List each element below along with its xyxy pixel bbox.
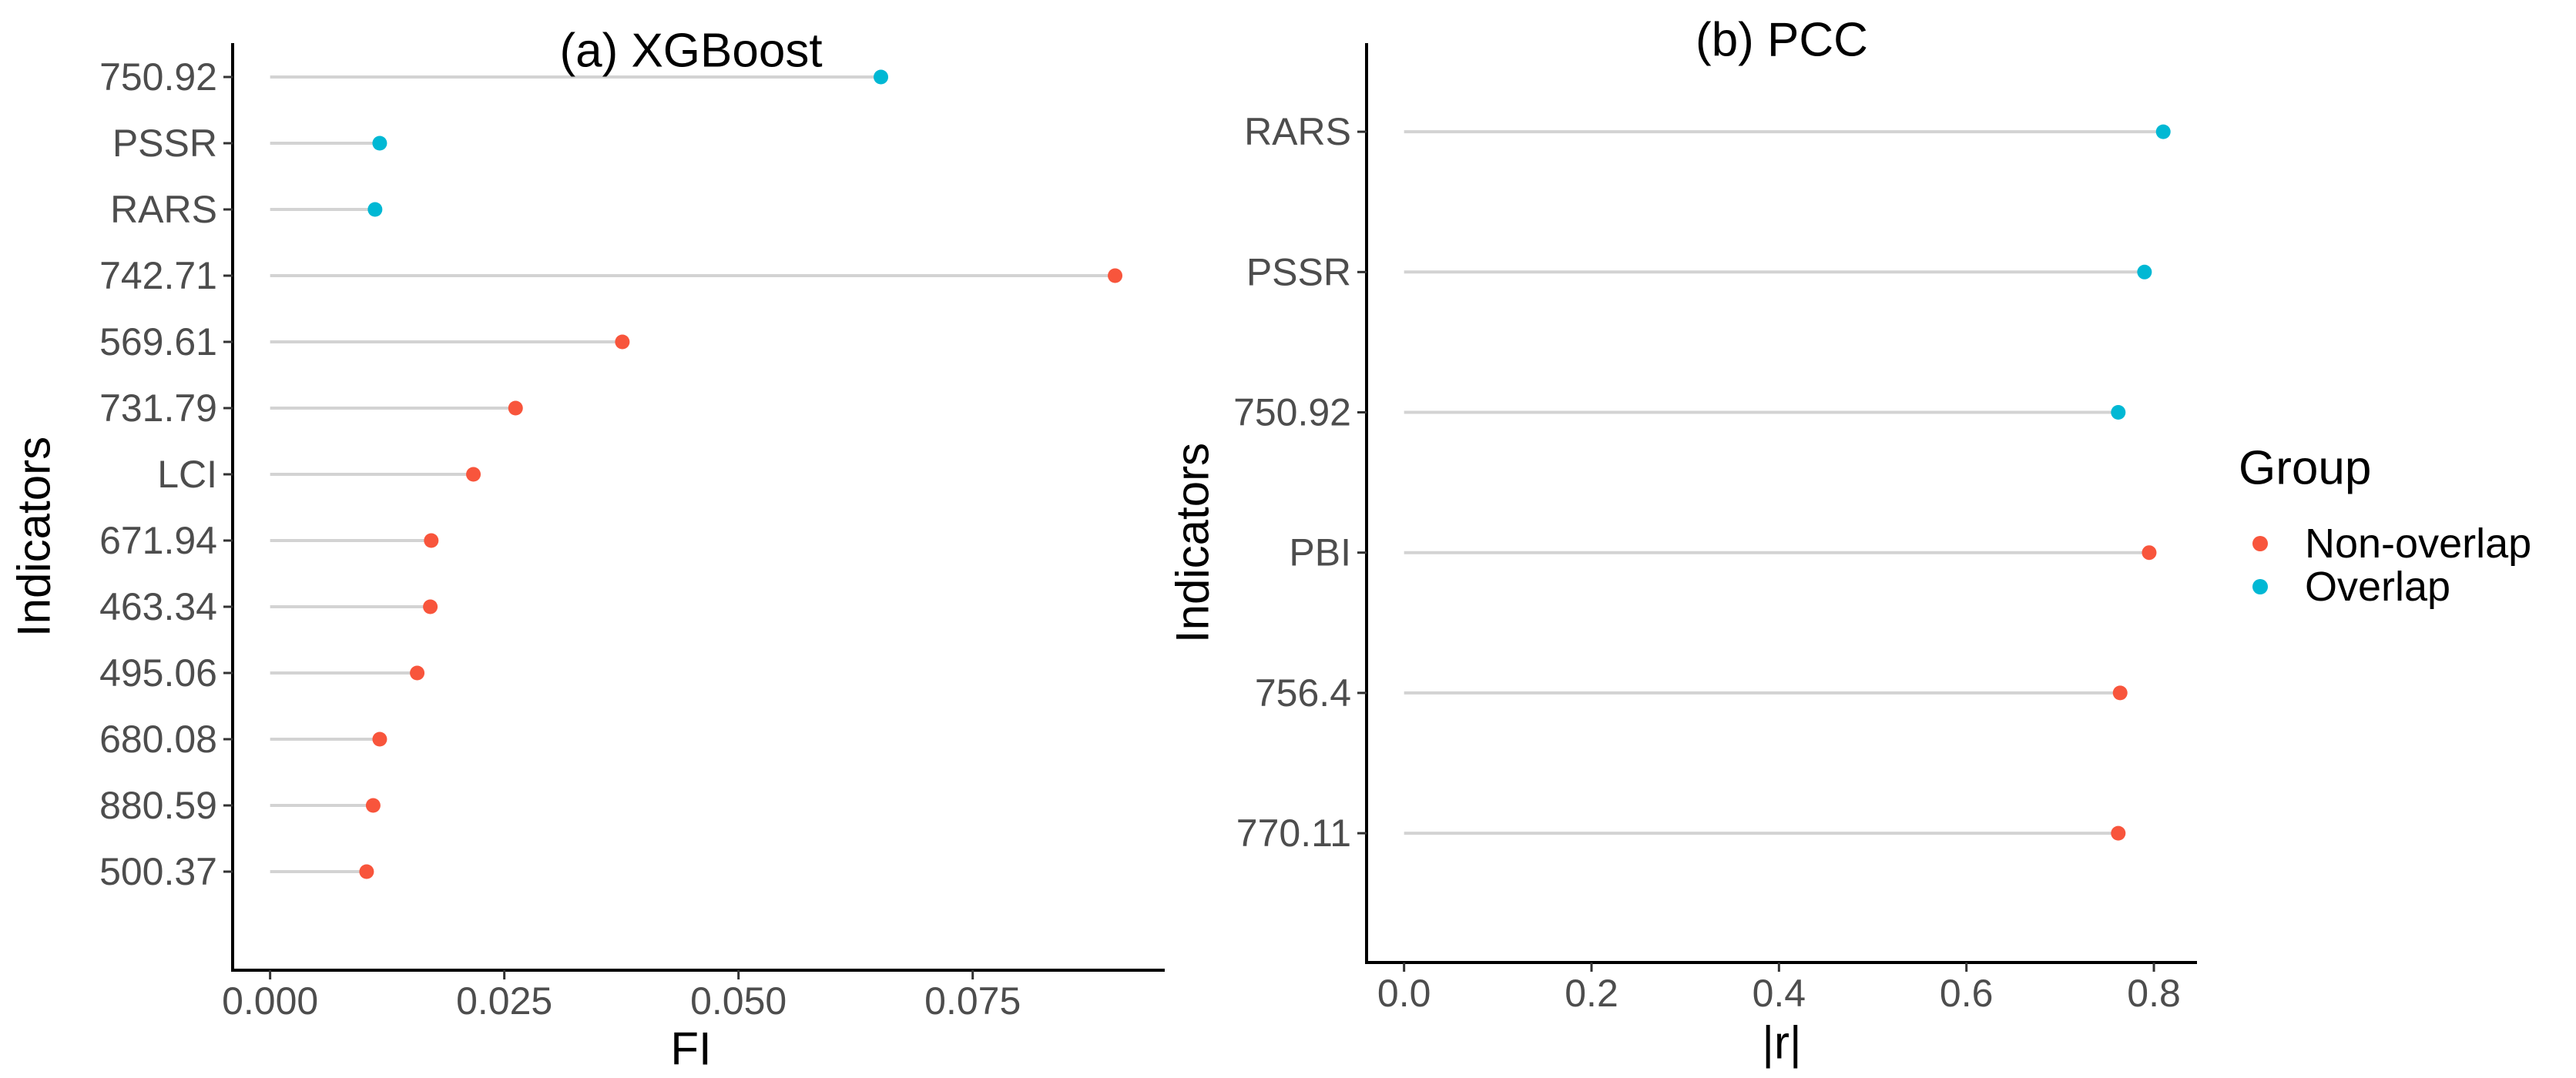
xgb-point	[508, 400, 523, 416]
xgb-point	[874, 69, 889, 85]
xgb-point	[359, 864, 374, 879]
pcc-point	[2142, 545, 2157, 561]
xgb-panel-title: (a) XGBoost	[559, 25, 822, 78]
xgb-y-tick-label: 463.34	[99, 585, 217, 628]
pcc-y-tick-label: PBI	[1289, 531, 1351, 574]
xgb-x-tick-label: 0.025	[456, 979, 552, 1023]
pcc-point	[2111, 405, 2126, 420]
pcc-x-axis-title: |r|	[1762, 1017, 1801, 1069]
xgb-point	[615, 334, 630, 350]
xgb-point	[372, 136, 387, 151]
xgb-x-tick-label: 0.050	[690, 979, 787, 1023]
pcc-point	[2137, 264, 2152, 280]
legend-swatch	[2252, 536, 2268, 551]
xgb-y-tick-label: LCI	[157, 453, 217, 496]
pcc-x-tick-label: 0.2	[1565, 972, 1618, 1015]
pcc-y-tick-label: 770.11	[1236, 812, 1351, 855]
xgb-y-tick-label: 750.92	[99, 55, 217, 99]
xgb-point	[410, 665, 425, 681]
legend-item-label: Non-overlap	[2305, 521, 2531, 567]
pcc-x-tick-label: 0.8	[2127, 972, 2181, 1015]
pcc-y-tick-label: 756.4	[1255, 671, 1351, 715]
xgb-point	[423, 599, 438, 614]
legend-item-label: Overlap	[2305, 564, 2450, 610]
xgb-y-tick-label: PSSR	[112, 122, 217, 165]
legend-swatch	[2252, 579, 2268, 594]
pcc-y-tick-label: RARS	[1244, 110, 1351, 153]
pcc-point	[2155, 124, 2171, 139]
xgb-x-axis-title: FI	[670, 1023, 711, 1075]
pcc-x-tick-label: 0.0	[1377, 972, 1431, 1015]
xgb-y-tick-label: 880.59	[99, 784, 217, 827]
pcc-x-tick-label: 0.6	[1940, 972, 1994, 1015]
pcc-x-tick-label: 0.4	[1753, 972, 1806, 1015]
xgb-y-tick-label: 569.61	[99, 320, 217, 363]
xgb-y-tick-label: 500.37	[99, 850, 217, 893]
xgb-point	[372, 732, 387, 747]
xgb-point	[367, 202, 383, 217]
xgb-x-tick-label: 0.000	[222, 979, 318, 1023]
pcc-point	[2111, 825, 2126, 841]
xgb-point	[424, 533, 439, 548]
pcc-point	[2112, 685, 2128, 701]
xgb-point	[466, 467, 481, 482]
xgb-y-tick-label: 495.06	[99, 651, 217, 695]
xgb-x-tick-label: 0.075	[924, 979, 1021, 1023]
xgb-y-tick-label: 731.79	[99, 387, 217, 430]
xgb-y-tick-label: 680.08	[99, 718, 217, 761]
xgb-y-tick-label: 742.71	[99, 254, 217, 297]
xgb-point	[365, 798, 381, 813]
pcc-panel-title: (b) PCC	[1696, 14, 1868, 67]
xgb-y-tick-label: 671.94	[99, 519, 217, 562]
xgb-y-axis-title: Indicators	[8, 437, 60, 637]
pcc-y-tick-label: PSSR	[1246, 250, 1351, 293]
pcc-y-axis-title: Indicators	[1167, 443, 1219, 643]
pcc-y-tick-label: 750.92	[1233, 391, 1351, 434]
xgb-point	[1108, 268, 1123, 283]
legend-title: Group	[2239, 442, 2371, 495]
xgb-y-tick-label: RARS	[110, 188, 217, 231]
